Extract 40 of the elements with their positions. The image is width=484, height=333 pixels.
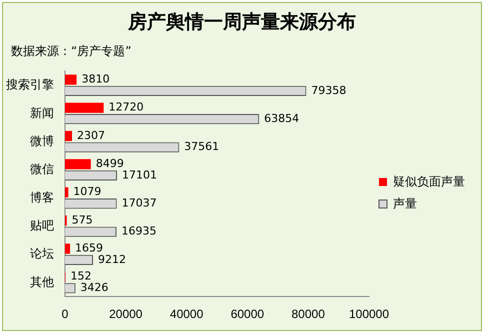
- y-tick-label: 论坛: [30, 246, 54, 261]
- data-label: 1659: [75, 242, 104, 255]
- x-tick-label: 0: [62, 307, 69, 322]
- data-label: 79358: [311, 84, 346, 97]
- data-label: 575: [72, 213, 93, 226]
- y-tick-label: 博客: [30, 190, 54, 204]
- data-label: 63854: [264, 112, 300, 125]
- data-label: 16935: [121, 224, 156, 238]
- data-label: 12720: [108, 100, 144, 114]
- chart-subtitle: 数据来源：“房产专题”: [11, 43, 132, 60]
- chart-title: 房产舆情一周声量来源分布: [126, 10, 357, 35]
- x-tick-label: 60000: [230, 307, 264, 322]
- x-tick-label: 80000: [292, 307, 326, 322]
- data-label: 17101: [122, 168, 157, 182]
- y-tick-label: 微博: [30, 134, 54, 148]
- data-label: 17037: [122, 196, 157, 210]
- data-label: 37561: [184, 140, 220, 154]
- bar: [65, 130, 72, 142]
- data-label: 2307: [77, 128, 106, 142]
- legend-label: 声量: [393, 196, 417, 210]
- data-label: 8499: [96, 157, 124, 170]
- data-label: 152: [70, 270, 92, 283]
- data-label: 9212: [98, 252, 126, 266]
- x-tick-label: 20000: [109, 307, 143, 322]
- y-tick-label: 搜索引擎: [6, 78, 54, 92]
- y-tick-label: 贴吧: [30, 218, 54, 232]
- y-tick-label: 新闻: [30, 106, 54, 120]
- bar: [65, 74, 77, 85]
- y-tick-label: 其他: [30, 274, 54, 289]
- bar: [65, 102, 104, 113]
- y-tick-label: 微信: [30, 162, 54, 176]
- data-label: 3426: [80, 281, 108, 294]
- bar: [65, 244, 70, 254]
- data-label: 3810: [82, 72, 110, 86]
- data-label: 1079: [73, 185, 102, 198]
- bar: [65, 159, 91, 170]
- x-tick-label: 100000: [348, 307, 390, 322]
- x-tick-label: 40000: [170, 307, 204, 322]
- legend-label: 疑似负面声量: [393, 174, 465, 188]
- bar: [65, 187, 68, 198]
